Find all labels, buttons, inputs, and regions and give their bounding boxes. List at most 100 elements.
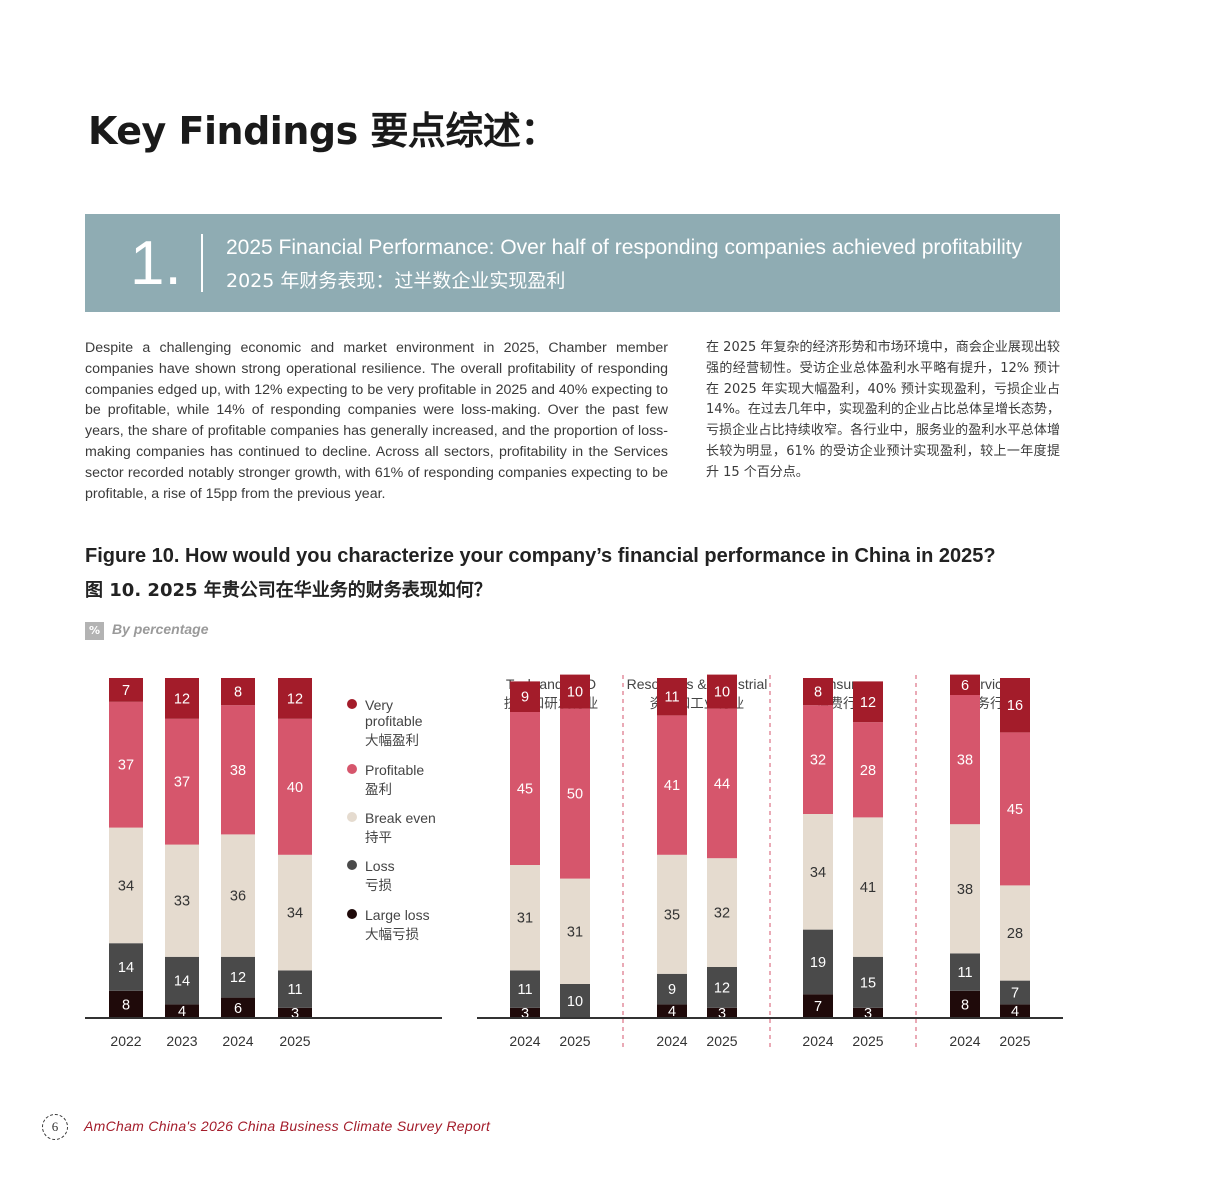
sector-2-2025-break-even-label: 41 [860,880,876,896]
overall-2022-large-loss-label: 8 [122,997,130,1013]
legend-marker-2 [347,812,357,822]
footer-text: AmCham China's 2026 China Business Clima… [84,1118,491,1134]
sector-3-2024-profitable-bar [950,695,980,825]
overall-2025-very-profitable-bar [278,678,312,719]
sector-0-2025-profitable-bar [560,708,590,879]
sector-0-2025-tick-label: 2025 [559,1033,590,1049]
legend-label-en-4: Large loss [365,907,430,923]
body-text-en: Despite a challenging economic and marke… [85,340,668,502]
page-title: Key Findings 要点综述： [88,109,558,153]
overall-2023-loss-label: 14 [174,974,190,990]
sector-2-2024-very-profitable-bar [803,678,833,706]
sector-1-2024-very-profitable-bar [657,678,687,716]
sector-1-2024-large-loss-label: 4 [668,1004,676,1020]
sector-2-2024-profitable-label: 32 [810,753,826,769]
figure-title-zh: 图 10. 2025 年贵公司在华业务的财务表现如何？ [85,580,492,601]
overall-2023-break-even-bar [165,844,199,957]
overall-2024-large-loss-label: 6 [234,1001,242,1017]
section-title-zh: 2025 年财务表现：过半数企业实现盈利 [226,270,566,292]
overall-2022-large-loss-bar [109,990,143,1018]
sector-2-2024-profitable-bar [803,705,833,814]
sector-1-2024-tick-label: 2024 [656,1033,687,1049]
overall-2025-large-loss-bar [278,1007,312,1018]
sector-3-2025-large-loss-bar [1000,1004,1030,1018]
legend-label-zh-3: 亏损 [365,878,392,894]
overall-2025-break-even-bar [278,854,312,971]
overall-2023-tick-label: 2023 [166,1033,197,1049]
sector-3-2024-profitable-label: 38 [957,753,973,769]
sector-1-2024-large-loss-bar [657,1004,687,1018]
sector-1-2024-profitable-label: 41 [664,778,680,794]
sector-1-2025-very-profitable-label: 10 [714,685,730,701]
unit-label: By percentage [112,621,209,637]
overall-2024-loss-label: 12 [230,970,246,986]
legend-label-en-1: Profitable [365,762,424,778]
sector-3-2024-loss-bar [950,953,980,991]
sector-0-2024-break-even-bar [510,865,540,971]
sector-3-2024-break-even-label: 38 [957,882,973,898]
banner-divider [201,234,203,292]
overall-2022-loss-label: 14 [118,960,134,976]
sector-1-2025-tick-label: 2025 [706,1033,737,1049]
sector-0-2025-loss-label: 10 [567,994,583,1010]
overall-2023-break-even-label: 33 [174,894,190,910]
sector-3-2025-loss-bar [1000,980,1030,1005]
legend-label-en-3: Loss [365,858,395,874]
sector-1-2025-loss-label: 12 [714,980,730,996]
overall-2025-break-even-label: 34 [287,906,303,922]
overall-2022-profitable-bar [109,701,143,828]
legend-marker-1 [347,764,357,774]
legend-marker-3 [347,860,357,870]
legend-label-zh-0: 大幅盈利 [365,733,419,749]
sector-2-2025-tick-label: 2025 [852,1033,883,1049]
figure-10-chart: 8143437720224143337122023612363882024311… [85,674,1063,1049]
overall-2023-large-loss-label: 4 [178,1004,186,1020]
legend-label-en-0-a: Very [365,697,393,713]
sector-3-2025-loss-label: 7 [1011,986,1019,1002]
sector-2-2024-break-even-label: 34 [810,865,826,881]
sector-0-2024-large-loss-label: 3 [521,1006,529,1022]
sector-1-2025-profitable-label: 44 [714,776,730,792]
overall-2022-break-even-label: 34 [118,878,134,894]
sector-1-2025-large-loss-bar [707,1007,737,1018]
sector-0-2024-break-even-label: 31 [517,911,533,927]
overall-2025-tick-label: 2025 [279,1033,310,1049]
sector-2-2024-loss-label: 19 [810,955,826,971]
sector-0-2025-break-even-label: 31 [567,924,583,940]
body-text-zh: 在 2025 年复杂的经济形势和市场环境中，商会企业展现出较强的经营韧性。受访企… [706,340,1060,480]
sector-2-2025-very-profitable-label: 12 [860,695,876,711]
legend-label-en-2: Break even [365,810,436,826]
overall-2023-profitable-bar [165,718,199,845]
sector-3-2025-break-even-label: 28 [1007,926,1023,942]
sector-1-2025-break-even-bar [707,858,737,967]
legend-label-zh-4: 大幅亏损 [365,927,419,943]
sector-2-2024-large-loss-bar [803,994,833,1018]
sector-2-2025-very-profitable-bar [853,681,883,723]
overall-2023-large-loss-bar [165,1004,199,1018]
overall-2022-very-profitable-label: 7 [122,683,130,699]
sector-3-2025-very-profitable-bar [1000,678,1030,733]
overall-2022-profitable-label: 37 [118,758,134,774]
sector-0-2024-loss-label: 11 [517,982,532,998]
sector-2-2025-profitable-label: 28 [860,763,876,779]
legend-label-zh-1: 盈利 [365,782,392,798]
overall-2022-loss-bar [109,943,143,991]
sector-3-2025-tick-label: 2025 [999,1033,1030,1049]
sector-3-2025-break-even-bar [1000,885,1030,981]
sector-2-2024-very-profitable-label: 8 [814,685,822,701]
overall-2025-very-profitable-label: 12 [287,691,303,707]
sector-0-2025-profitable-label: 50 [567,787,583,803]
sector-2-2024-large-loss-label: 7 [814,999,822,1015]
sector-1-2025-break-even-label: 32 [714,906,730,922]
sector-0-2024-tick-label: 2024 [509,1033,540,1049]
overall-2024-profitable-bar [221,705,255,835]
sector-0-2025-break-even-bar [560,878,590,984]
percent-icon: % [85,622,104,640]
sector-3-2025-large-loss-label: 4 [1011,1004,1019,1020]
overall-2025-profitable-bar [278,718,312,855]
sector-2-2025-profitable-bar [853,722,883,818]
legend-marker-0 [347,699,357,709]
overall-2022-break-even-bar [109,827,143,944]
sector-3-2025-very-profitable-label: 16 [1007,698,1023,714]
figure-title-en: Figure 10. How would you characterize yo… [85,545,996,567]
